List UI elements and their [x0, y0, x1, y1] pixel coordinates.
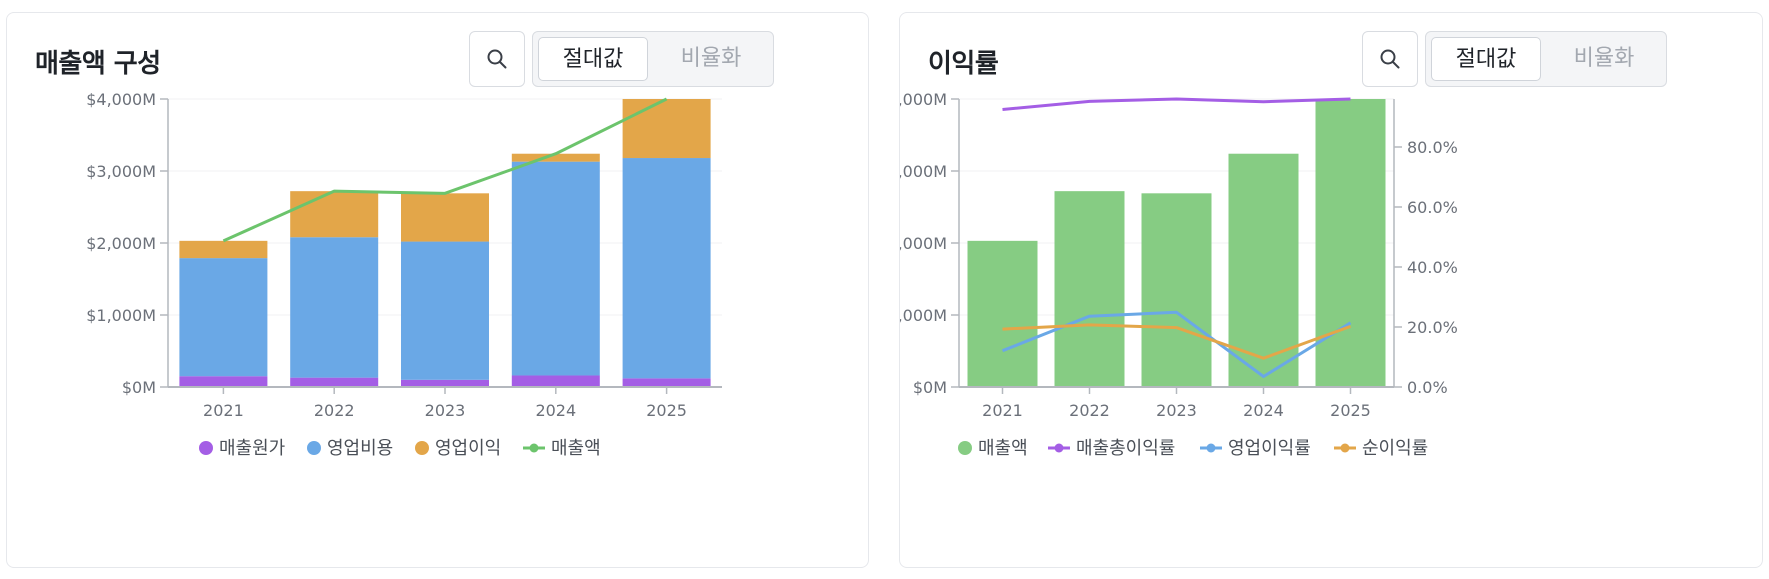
y2-tick-label: 60.0% [1407, 198, 1458, 217]
legend-swatch [958, 441, 972, 455]
legend-swatch-dot [1206, 443, 1216, 453]
legend-swatch-dot [529, 443, 539, 453]
y-tick-label: $1,000M [900, 306, 947, 325]
x-tick-label: 2024 [535, 401, 576, 420]
x-tick-label: 2021 [982, 401, 1023, 420]
legend-swatch-dot [1340, 443, 1350, 453]
bar-segment [511, 375, 600, 387]
bar-segment [401, 241, 489, 380]
y-tick-label: $3,000M [900, 162, 947, 181]
x-tick-label: 2025 [646, 401, 687, 420]
y-tick-label: $2,000M [86, 234, 156, 253]
x-tick-label: 2024 [1243, 401, 1284, 420]
legend-label: 순이익률 [1362, 438, 1428, 459]
bar-segment [1315, 99, 1386, 387]
legend-label: 매출액 [978, 438, 1028, 459]
x-tick-label: 2023 [1156, 401, 1197, 420]
y2-tick-label: 20.0% [1407, 318, 1458, 337]
revenue-composition-chart: $0M $1,000M $2,000M $3,000M $4,000M 2021 2022 2… [86, 90, 722, 459]
legend-swatch [307, 441, 321, 455]
bar-segment [401, 379, 489, 387]
y-tick-label: $3,000M [86, 162, 156, 181]
search-icon [487, 49, 507, 69]
y2-tick-label: 0.0% [1407, 378, 1448, 397]
bar-segment [967, 240, 1038, 387]
x-tick-label: 2022 [1069, 401, 1110, 420]
profit-margin-chart: $0M $1,000M $2,000M $3,000M $4,000M 0.0% 20.0%… [900, 90, 1458, 459]
search-button[interactable] [1362, 31, 1418, 87]
bar-segment [290, 237, 379, 378]
bar-segment [1228, 153, 1299, 387]
bar-segment [290, 377, 379, 387]
legend-label: 영업이익률 [1228, 438, 1311, 459]
search-button[interactable] [469, 31, 525, 87]
view-mode-toggle: 절대값 비율화 [1425, 31, 1667, 87]
legend-swatch [415, 441, 429, 455]
y-tick-label: $4,000M [900, 90, 947, 109]
legend-label: 영업이익 [435, 438, 501, 459]
search-icon [1380, 49, 1400, 69]
bar-segment [622, 378, 711, 387]
y-tick-label: $2,000M [900, 234, 947, 253]
legend-swatch [199, 441, 213, 455]
panel-title: 매출액 구성 [35, 49, 161, 79]
bar-segment [179, 258, 268, 377]
bar-segment [179, 376, 268, 387]
legend-label: 매출액 [551, 438, 601, 459]
absolute-option[interactable]: 절대값 [1431, 37, 1541, 81]
series-line [222, 97, 668, 243]
x-tick-label: 2021 [203, 401, 244, 420]
y2-tick-label: 40.0% [1407, 258, 1458, 277]
bar-segment [1141, 193, 1212, 387]
bar-segment [1054, 191, 1125, 387]
y-tick-label: $0M [913, 378, 947, 397]
bar-segment [622, 158, 711, 379]
bar-segment [622, 99, 711, 159]
x-tick-label: 2023 [425, 401, 466, 420]
x-tick-label: 2022 [314, 401, 355, 420]
bar-segment [401, 193, 489, 242]
bar-segment [179, 240, 268, 259]
panel-title: 이익률 [928, 49, 999, 79]
y-tick-label: $0M [122, 378, 156, 397]
legend-swatch-dot [1054, 443, 1064, 453]
revenue-composition-card: 매출액 구성 절대값 비율화 $0M $1,000M $2,000M $3,000M $… [6, 12, 869, 568]
legend-label: 매출원가 [219, 438, 285, 459]
x-tick-label: 2025 [1330, 401, 1371, 420]
bar-segment [511, 161, 600, 376]
legend-label: 영업비용 [327, 438, 393, 459]
series-line [1002, 97, 1351, 111]
bar-segment [290, 191, 379, 238]
normalized-option[interactable]: 비율화 [1573, 46, 1635, 71]
normalized-option[interactable]: 비율화 [680, 46, 742, 71]
y-tick-label: $1,000M [86, 306, 156, 325]
series-line [1002, 323, 1352, 360]
y-tick-label: $4,000M [86, 90, 156, 109]
y2-tick-label: 80.0% [1407, 138, 1458, 157]
profit-margin-card: 이익률 절대값 비율화 $0M $1,000M $2,000M $3,000M $4,0… [899, 12, 1763, 568]
legend-label: 매출총이익률 [1076, 438, 1175, 459]
view-mode-toggle: 절대값 비율화 [532, 31, 774, 87]
absolute-option[interactable]: 절대값 [538, 37, 648, 81]
bar-segment [511, 153, 600, 162]
